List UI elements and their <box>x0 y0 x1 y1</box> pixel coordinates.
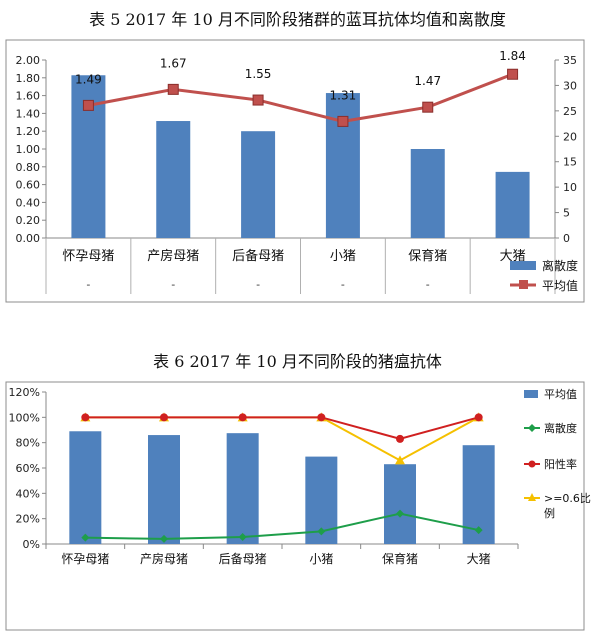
chart2-legend-marker <box>528 460 536 468</box>
chart2-point-离散度 <box>317 527 326 536</box>
chart1-point-平均值 <box>252 94 264 106</box>
chart2-point-离散度 <box>238 533 247 542</box>
chart1-category-label: 保育猪 <box>408 248 447 264</box>
chart1-category-label: 大猪 <box>500 249 526 264</box>
chart1-legend-line-marker <box>519 280 528 289</box>
chart2-y-tick-label: 120% <box>9 386 40 399</box>
chart1-left-tick-label: 0.80 <box>16 161 41 174</box>
chart1-right-tick-label: 5 <box>563 207 570 220</box>
chart1-category-sub-label: - <box>171 278 175 291</box>
chart2-legend-marker <box>528 493 536 501</box>
chart1-data-label: 1.47 <box>414 74 441 88</box>
chart2-point-离散度 <box>160 534 168 543</box>
chart2-caption: 表 6 2017 年 10 月不同阶段的猪瘟抗体 <box>153 352 442 371</box>
chart1-left-tick-label: 1.20 <box>16 125 41 138</box>
chart1-left-tick-label: 0.00 <box>16 232 41 245</box>
chart2-bar-平均值 <box>384 464 416 544</box>
chart1-category-label: 小猪 <box>330 249 356 264</box>
chart2-svg: 0% 20% 40% 60% 80% 100% 120% 怀孕母猪 产房母猪 后备母猪 小猪 保育猪 大… <box>5 381 591 631</box>
chart2-point-阳性率 <box>81 413 90 422</box>
chart2-y-tick-label: 20% <box>16 513 40 526</box>
chart2-bar-平均值 <box>69 431 102 544</box>
chart2-legend-bar-swatch <box>524 390 538 398</box>
chart2-point-阳性率 <box>474 413 483 422</box>
chart2-y-tick-label: 0% <box>23 538 40 551</box>
chart1-bar-离散度 <box>156 121 191 238</box>
chart1-legend-bar-label: 离散度 <box>542 258 578 273</box>
chart2-point-阳性率 <box>238 413 247 422</box>
chart2-point-离散度 <box>81 533 90 542</box>
chart1-line-平均值 <box>88 72 514 123</box>
chart2-bar-平均值 <box>148 435 180 544</box>
chart2-y-tick-label: 60% <box>16 462 40 475</box>
chart1-category-label: 怀孕母猪 <box>62 249 114 264</box>
chart1-left-tick-label: 0.40 <box>16 196 41 209</box>
chart2-point-阳性率 <box>160 413 168 422</box>
chart1-left-tick-label: 2.00 <box>16 54 41 67</box>
chart1-right-tick-label: 20 <box>563 130 577 143</box>
chart1-left-tick-label: 0.60 <box>16 179 41 192</box>
chart1-legend-line-label: 平均值 <box>542 278 578 293</box>
chart2-line-离散度 <box>85 512 479 540</box>
chart1-category-sub-label: - <box>426 278 430 291</box>
chart2-category-label: 小猪 <box>309 552 333 566</box>
chart2-bar-平均值 <box>226 433 259 544</box>
chart1-right-tick-label: 25 <box>563 105 577 118</box>
chart1-bar-离散度 <box>241 131 276 238</box>
chart1-category-sub-label: - <box>256 278 260 291</box>
chart1-left-tick-label: 1.00 <box>16 143 41 156</box>
chart2-legend-line-label: 离散度 <box>544 421 577 435</box>
chart2-y-tick-label: 80% <box>16 437 40 450</box>
chart1-point-平均值 <box>507 68 519 80</box>
chart1-right-tick-label: 35 <box>563 54 577 67</box>
chart1-right-tick-label: 15 <box>563 156 577 169</box>
chart1-data-label: 1.84 <box>499 49 526 63</box>
chart2-point-阳性率 <box>396 434 404 443</box>
chart1-left-tick-label: 1.40 <box>16 107 41 120</box>
chart1-data-label: 1.67 <box>160 56 187 70</box>
chart1-left-tick-label: 1.60 <box>16 90 41 103</box>
chart2-category-label: 保育猪 <box>382 551 418 566</box>
chart2-category-label: 后备母猪 <box>219 552 267 566</box>
chart1-point-平均值 <box>167 83 179 95</box>
chart2-point-离散度 <box>474 526 483 535</box>
chart1-data-label: 1.31 <box>330 88 357 102</box>
chart1-category-label: 后备母猪 <box>232 248 284 264</box>
chart2-legend-marker <box>528 424 536 432</box>
chart1-category-sub-label: - <box>86 278 90 291</box>
chart1-category-label: 产房母猪 <box>147 248 199 264</box>
chart1-bar-离散度 <box>71 75 106 238</box>
chart2-legend-bar-label: 平均值 <box>544 388 577 401</box>
chart1-left-tick-label: 1.80 <box>16 72 41 85</box>
chart1-bar-离散度 <box>410 149 445 238</box>
chart2-point->=0.6比例 <box>395 455 405 465</box>
chart1-legend-bar-swatch <box>510 261 536 270</box>
chart2-point-离散度 <box>396 509 404 518</box>
chart1-data-label: 1.55 <box>245 67 272 81</box>
chart1-point-平均值 <box>82 99 94 111</box>
chart2-category-label: 产房母猪 <box>140 551 188 566</box>
chart1-right-tick-label: 10 <box>563 181 577 194</box>
chart2-y-tick-label: 100% <box>9 411 40 424</box>
chart1-category-sub-label: - <box>341 278 345 291</box>
chart1-bar-离散度 <box>495 171 530 238</box>
chart2-legend-line-label: 阳性率 <box>544 457 577 471</box>
chart2-y-tick-label: 40% <box>16 487 40 500</box>
chart1-svg: 0.00 0.20 0.40 0.60 0.80 1.00 1.20 1.40 1.60 1.80… <box>5 39 585 303</box>
chart1-point-平均值 <box>422 101 434 113</box>
chart2-line-阳性率 <box>85 416 479 440</box>
chart1-point-平均值 <box>337 115 349 127</box>
chart1-bar-离散度 <box>325 93 360 238</box>
chart2-point-阳性率 <box>317 413 326 422</box>
chart2-category-label: 大猪 <box>467 552 491 566</box>
chart2-category-label: 怀孕母猪 <box>61 552 109 566</box>
chart2-legend-line-label: >=0.6比例 <box>544 492 591 520</box>
chart1-caption: 表 5 2017 年 10 月不同阶段猪群的蓝耳抗体均值和离散度 <box>89 10 506 29</box>
chart1-data-label: 1.49 <box>75 72 102 86</box>
chart1-left-tick-label: 0.20 <box>16 214 41 227</box>
chart1-right-tick-label: 30 <box>563 79 577 92</box>
chart1-right-tick-label: 0 <box>563 232 570 245</box>
